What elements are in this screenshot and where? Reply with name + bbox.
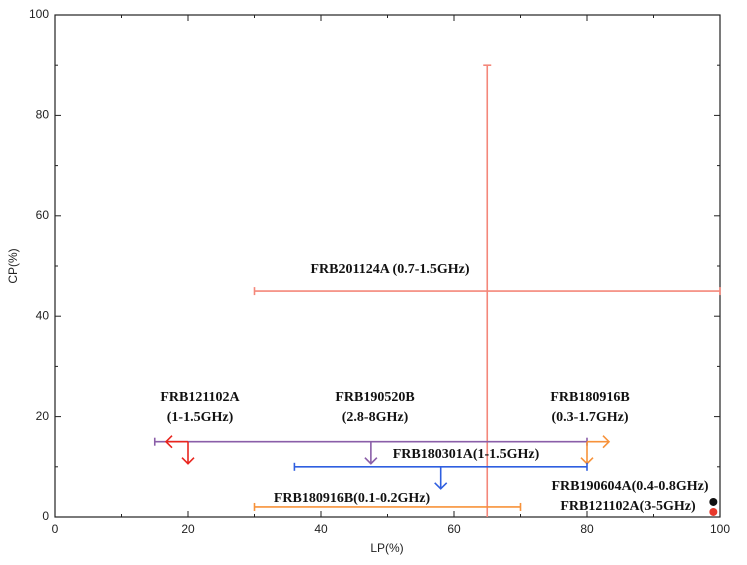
series-label: FRB190520B xyxy=(335,390,414,405)
y-axis-label: CP(%) xyxy=(6,248,20,283)
x-tick-label: 100 xyxy=(710,522,730,536)
x-tick-label: 80 xyxy=(580,522,594,536)
y-tick-label: 100 xyxy=(29,7,49,21)
x-tick-label: 60 xyxy=(447,522,461,536)
series-label: FRB190604A(0.4-0.8GHz) xyxy=(551,479,708,494)
y-tick-label: 80 xyxy=(36,108,50,122)
series-label: (2.8-8GHz) xyxy=(342,410,409,425)
series-label: (0.3-1.7GHz) xyxy=(552,410,629,425)
series-label: FRB121102A xyxy=(160,390,240,405)
point xyxy=(709,497,718,506)
series-label: FRB180301A(1-1.5GHz) xyxy=(393,447,540,462)
series-label: FRB121102A(3-5GHz) xyxy=(560,499,696,514)
x-axis-label: LP(%) xyxy=(370,541,403,555)
y-tick-label: 0 xyxy=(42,509,49,523)
series-label: FRB201124A (0.7-1.5GHz) xyxy=(310,262,469,277)
y-tick-label: 20 xyxy=(36,409,50,423)
x-limit-arrow xyxy=(164,435,188,449)
x-tick-label: 0 xyxy=(52,522,59,536)
y-limit-arrow xyxy=(580,441,594,465)
point xyxy=(709,507,718,516)
y-limit-arrow xyxy=(364,441,378,465)
y-tick-label: 60 xyxy=(36,208,50,222)
series-label: FRB180916B xyxy=(550,390,629,405)
y-limit-arrow xyxy=(434,466,448,490)
y-tick-label: 40 xyxy=(36,308,50,322)
series-label: (1-1.5GHz) xyxy=(167,410,234,425)
series-label: FRB180916B(0.1-0.2GHz) xyxy=(274,491,431,506)
y-limit-arrow xyxy=(181,441,195,465)
x-tick-label: 40 xyxy=(314,522,328,536)
x-tick-label: 20 xyxy=(181,522,195,536)
x-limit-arrow xyxy=(587,435,611,449)
